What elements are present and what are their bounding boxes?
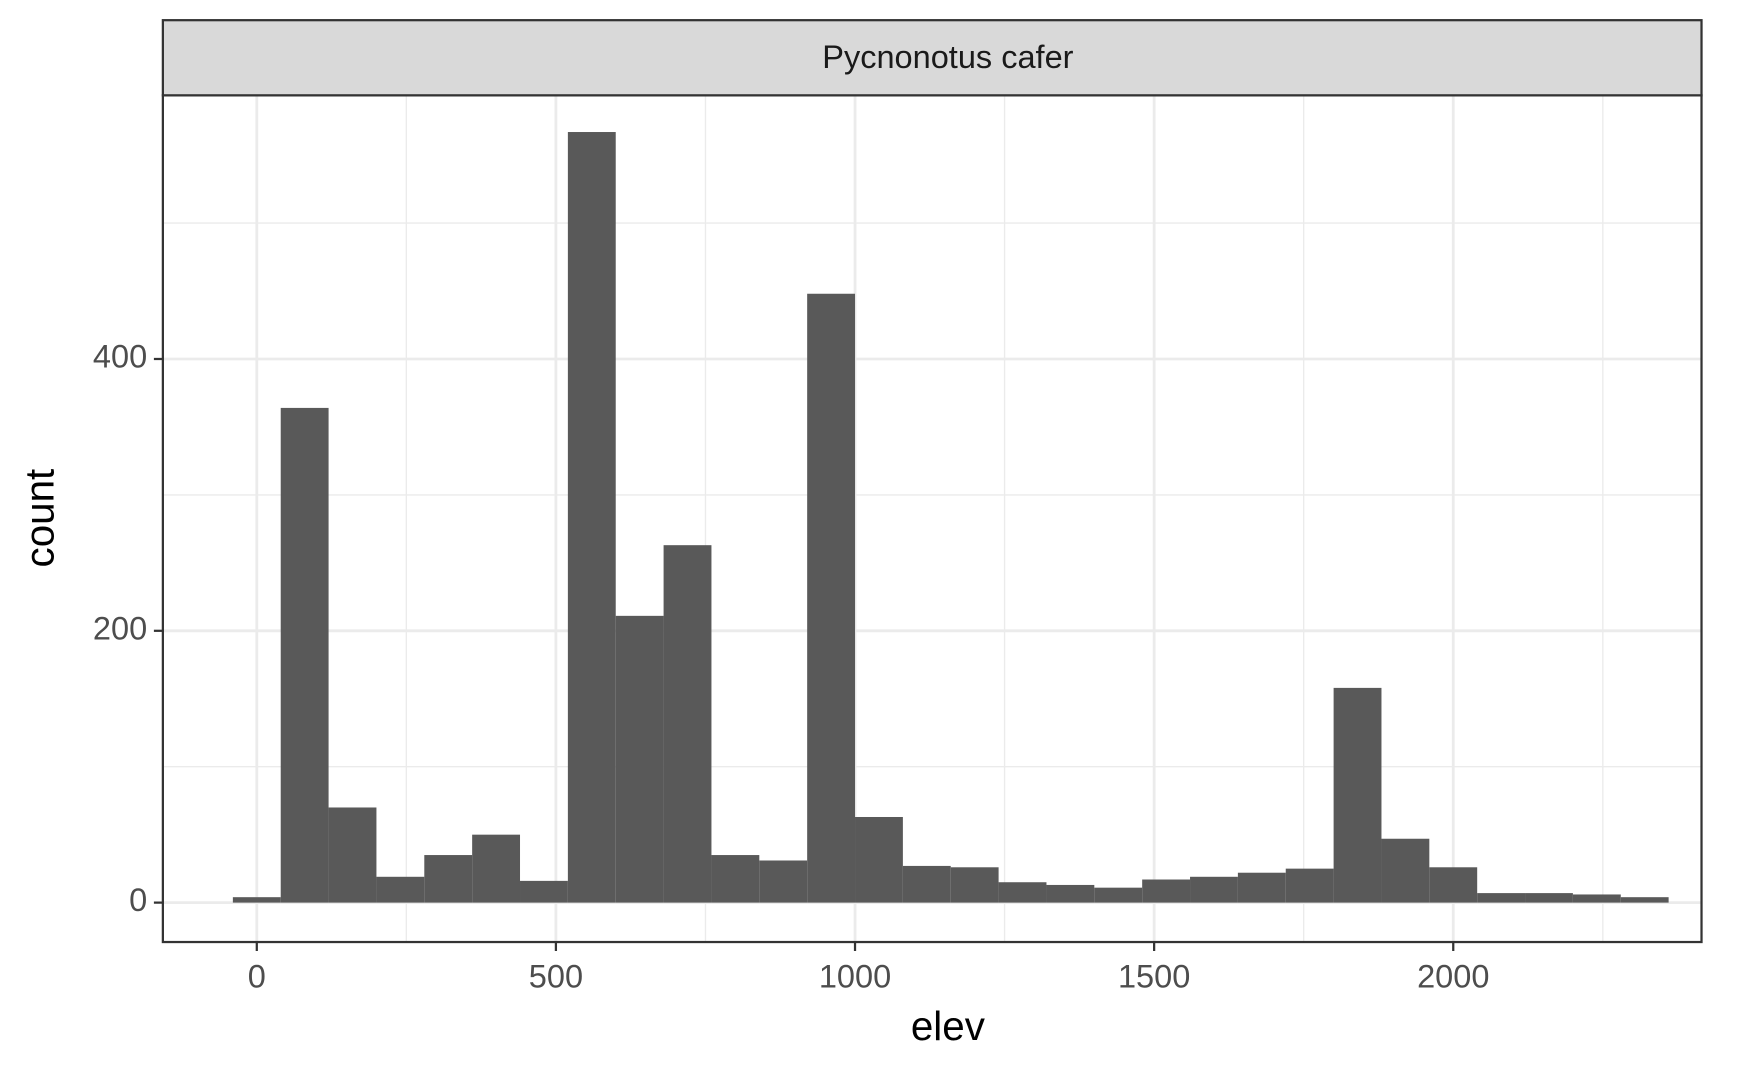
bar [615,615,664,903]
bar [232,897,281,903]
y-tick-label: 400 [93,339,147,375]
grid [162,95,1702,943]
bar [1429,867,1478,903]
bar [567,132,616,903]
bar [711,855,760,903]
x-axis-label: elev [911,1003,986,1049]
bar [280,407,329,903]
bar [376,876,425,903]
axes: 0 500 1000 1500 2000 0 200 400 [93,339,1490,995]
bar [424,855,473,903]
bar [1572,894,1621,903]
panel-background [162,95,1702,943]
bar [1237,872,1286,903]
bar [759,860,808,903]
x-tick-label: 2000 [1417,959,1489,995]
bar [1285,868,1334,903]
bar [855,816,903,903]
bar [1620,897,1669,903]
bar [1477,893,1526,903]
bar [1190,876,1238,903]
bar [1046,884,1095,903]
x-tick-label: 0 [248,959,266,995]
bar [663,545,712,903]
bar [1142,879,1191,903]
x-tick-label: 1000 [819,959,891,995]
bar [1525,893,1573,903]
bar [950,867,999,903]
x-tick-label: 500 [529,959,583,995]
y-tick-label: 0 [129,882,147,918]
x-tick-label: 1500 [1118,959,1190,995]
bar [472,834,521,903]
strip [161,19,1703,97]
bar [1381,838,1430,903]
bar [1333,687,1382,903]
strip-title: Pycnonotus cafer [822,39,1073,75]
y-axis-label: count [17,469,63,568]
y-tick-label: 200 [93,610,147,646]
bars [232,132,1669,903]
bar [807,293,856,903]
bar [520,880,568,903]
bar [1094,887,1143,903]
bar [328,807,377,903]
bar [902,865,951,903]
bar [998,882,1047,903]
